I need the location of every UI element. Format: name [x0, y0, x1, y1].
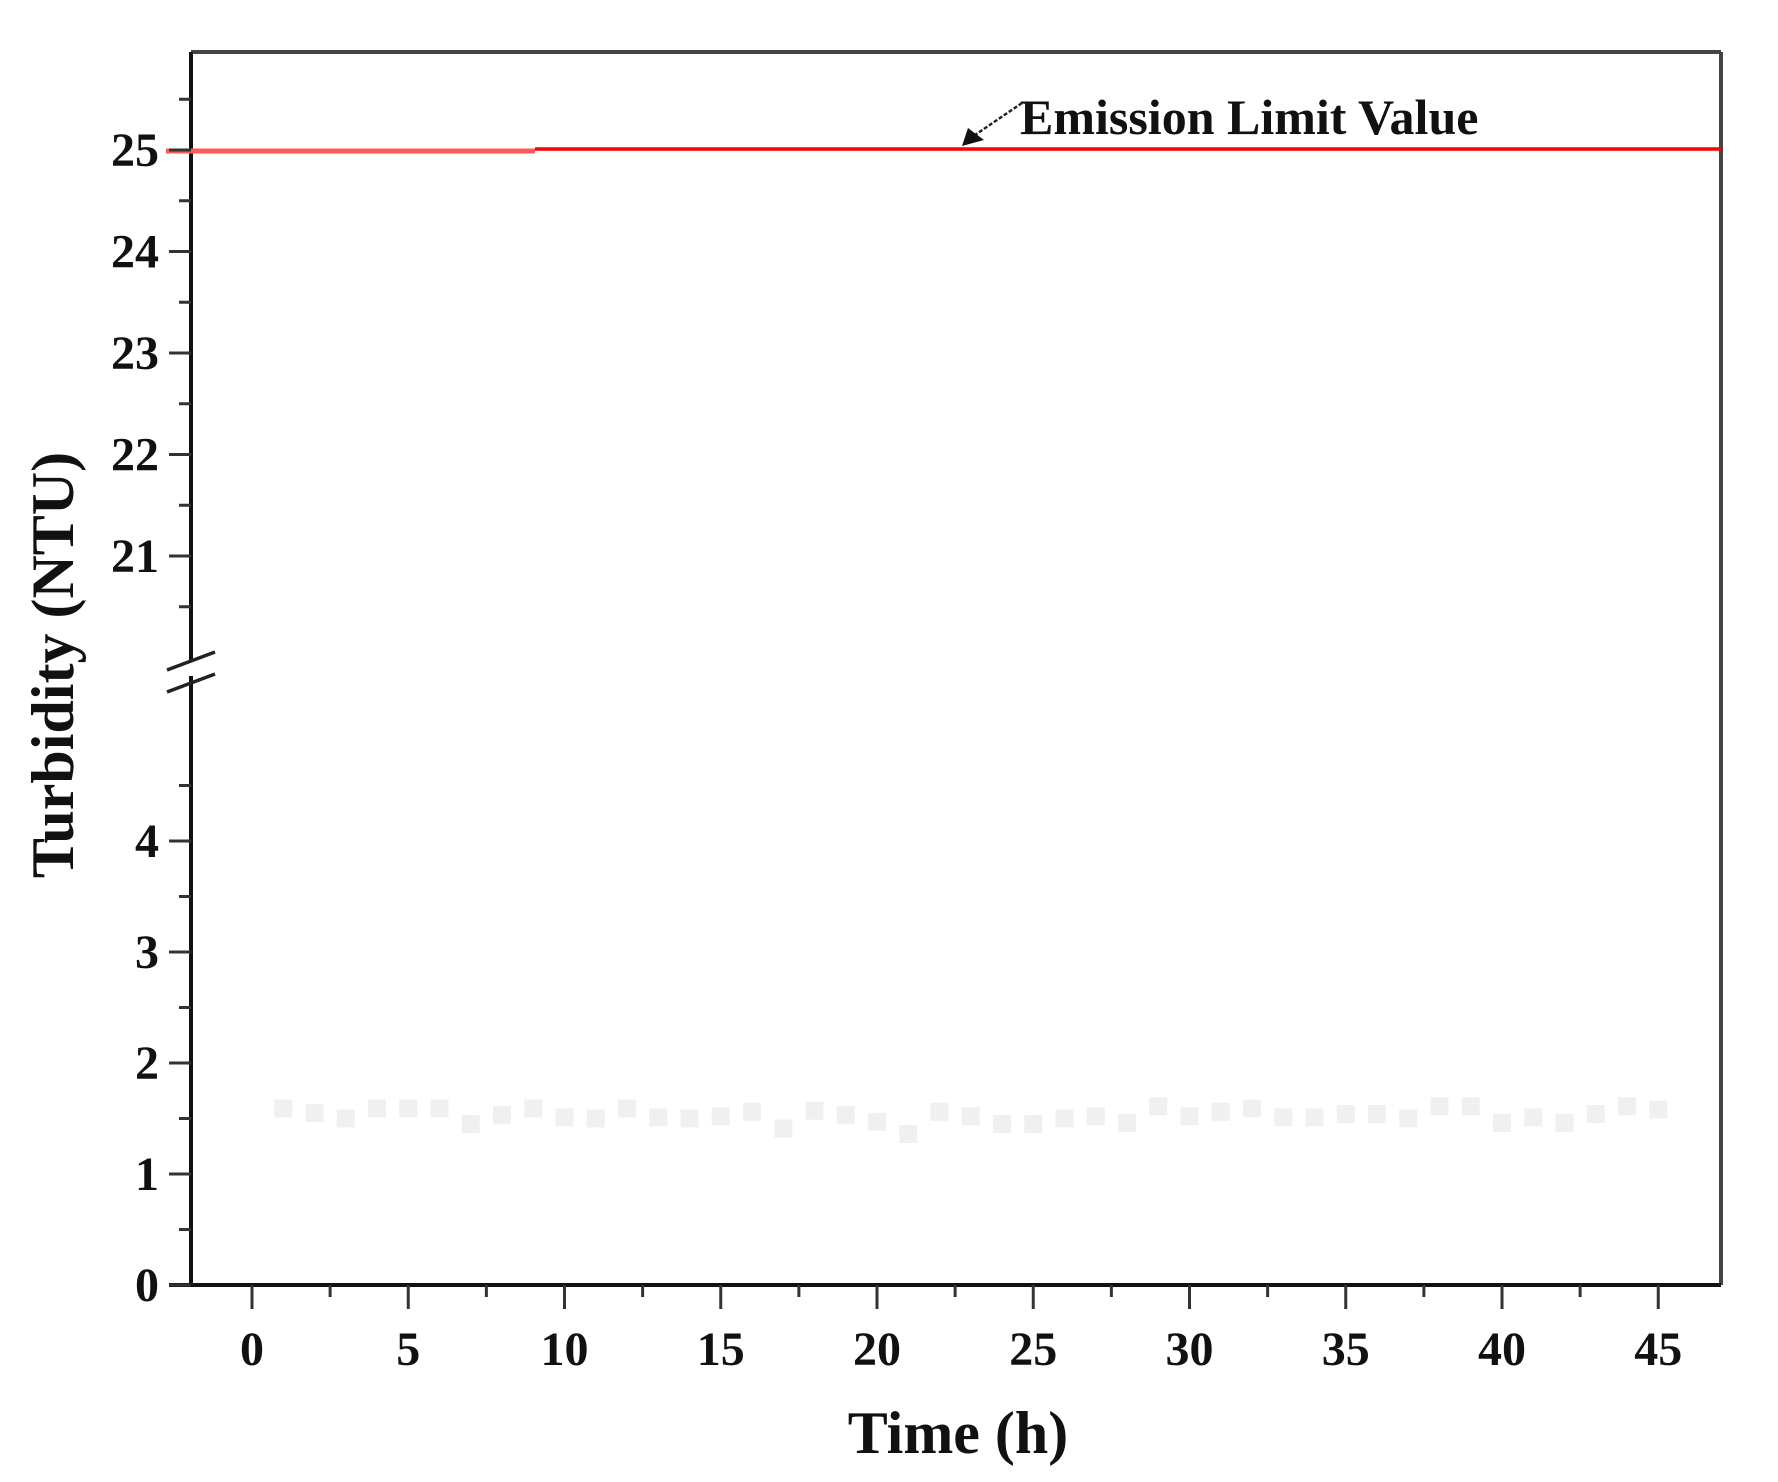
data-point-marker: [586, 1109, 605, 1128]
x-tick-label: 15: [697, 1323, 745, 1376]
data-point-marker: [1524, 1108, 1543, 1127]
x-tick-label: 30: [1166, 1323, 1214, 1376]
y-tick-label: 4: [135, 815, 159, 868]
y-tick-label: 3: [135, 926, 159, 979]
y-tick-label: 2: [135, 1037, 159, 1090]
data-point-marker: [305, 1103, 324, 1122]
data-point-marker: [868, 1112, 886, 1131]
data-point-marker: [774, 1119, 793, 1138]
data-point-marker: [743, 1102, 761, 1121]
x-tick-label: 0: [240, 1323, 264, 1376]
data-point-marker: [649, 1108, 668, 1127]
data-point-marker: [1305, 1108, 1324, 1127]
data-point-marker: [899, 1125, 918, 1144]
y-tick-label: 21: [111, 530, 159, 583]
data-point-marker: [336, 1109, 355, 1128]
data-point-marker: [1493, 1113, 1511, 1132]
data-point-marker: [1086, 1107, 1105, 1126]
x-tick-label: 35: [1322, 1323, 1370, 1376]
arrow-head-icon: [962, 128, 984, 146]
data-point-marker: [618, 1099, 636, 1118]
y-tick-label: 23: [111, 327, 159, 380]
data-point-marker: [930, 1102, 949, 1121]
data-point-marker: [1024, 1115, 1043, 1134]
data-point-marker: [836, 1106, 855, 1125]
data-series-turbidity: [274, 1097, 1668, 1144]
data-point-marker: [274, 1099, 293, 1118]
data-point-marker: [399, 1099, 418, 1118]
y-tick-label: 25: [111, 124, 159, 177]
emission-limit-line: [166, 147, 1721, 154]
data-point-marker: [1274, 1108, 1293, 1127]
data-point-marker: [555, 1108, 574, 1127]
x-tick-label: 40: [1478, 1323, 1526, 1376]
data-point-marker: [1430, 1097, 1449, 1116]
x-tick-label: 20: [853, 1323, 901, 1376]
data-point-marker: [1461, 1097, 1480, 1116]
x-tick-label: 45: [1634, 1323, 1682, 1376]
y-axis-title: Turbidity (NTU): [20, 452, 86, 878]
data-point-marker: [493, 1106, 511, 1125]
data-point-marker: [461, 1115, 480, 1134]
y-tick-label: 24: [111, 226, 159, 279]
data-point-marker: [680, 1109, 699, 1128]
data-point-marker: [1586, 1105, 1605, 1124]
data-point-marker: [1211, 1102, 1230, 1121]
data-point-marker: [711, 1107, 730, 1126]
annotation-label: Emission Limit Value: [1020, 89, 1478, 145]
data-point-marker: [1649, 1100, 1668, 1119]
y-tick-label: 1: [135, 1148, 159, 1201]
data-point-marker: [368, 1099, 386, 1118]
data-point-marker: [961, 1107, 980, 1126]
y-tick-label: 22: [111, 429, 159, 482]
data-point-marker: [1243, 1099, 1261, 1118]
data-point-marker: [430, 1099, 449, 1118]
data-point-marker: [1399, 1109, 1418, 1128]
data-point-marker: [993, 1115, 1011, 1134]
x-tick-label: 5: [396, 1323, 420, 1376]
x-tick-label: 25: [1009, 1323, 1057, 1376]
data-point-marker: [1618, 1097, 1636, 1116]
data-point-marker: [1118, 1113, 1136, 1132]
annotation-arrow-line: [974, 101, 1023, 137]
plot-frame: [169, 50, 1723, 1287]
x-axis-title: Time (h): [848, 1400, 1069, 1466]
axis-break-icon: [166, 650, 216, 694]
y-tick-label: 0: [135, 1259, 159, 1312]
data-point-marker: [524, 1099, 543, 1118]
data-point-marker: [1336, 1105, 1355, 1124]
data-point-marker: [1555, 1113, 1574, 1132]
x-axis: 0 5 10 15 20 25 30 35 40 45: [240, 1285, 1682, 1376]
data-point-marker: [1180, 1107, 1199, 1126]
data-point-marker: [1149, 1097, 1168, 1116]
x-tick-label: 10: [541, 1323, 589, 1376]
data-point-marker: [1055, 1109, 1074, 1128]
emission-limit-annotation: Emission Limit Value: [962, 89, 1478, 146]
data-point-marker: [1368, 1105, 1386, 1124]
data-point-marker: [805, 1101, 824, 1120]
